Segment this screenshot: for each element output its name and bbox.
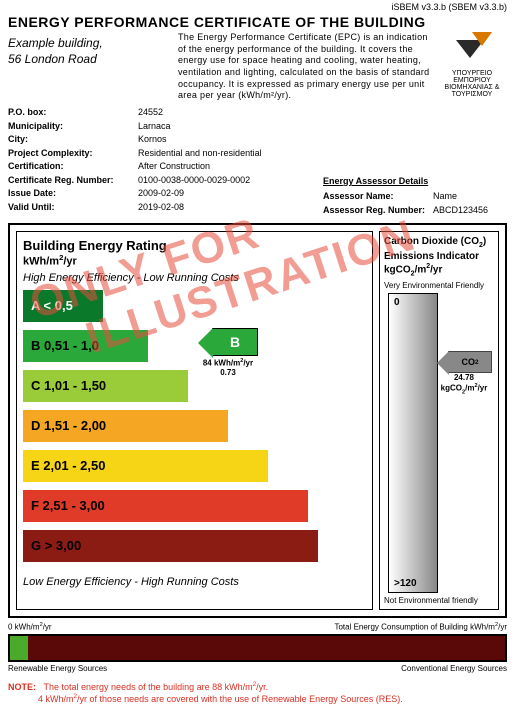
co2-high-label: Very Environmental Friendly (384, 281, 494, 290)
bar-a: A < 0,5 (23, 290, 103, 322)
epc-description: The Energy Performance Certificate (EPC)… (178, 32, 437, 102)
version-text: iSBEM v3.3.b (SBEM v3.3.b) (391, 2, 507, 12)
address-line2: 56 London Road (8, 52, 178, 68)
energy-top-left: 0 kWh/m2/yr (8, 622, 52, 632)
address-block: Example building, 56 London Road (8, 32, 178, 102)
value-city: Kornos (138, 133, 167, 147)
value-assessor-name: Name (433, 190, 457, 204)
energy-section: 0 kWh/m2/yr Total Energy Consumption of … (8, 622, 507, 673)
value-assessor-reg: ABCD123456 (433, 204, 488, 218)
co2-arrow: CO2 24.78kgCO2/m2/yr (436, 351, 492, 395)
note-label: NOTE: (8, 682, 36, 692)
value-issue: 2009-02-09 (138, 187, 184, 201)
rating-column: Building Energy Rating kWh/m2/yr High En… (16, 231, 373, 610)
rating-arrow-shape: B (212, 328, 258, 356)
value-certification: After Construction (138, 160, 210, 174)
bar-c: C 1,01 - 1,50 (23, 370, 188, 402)
value-valid: 2019-02-08 (138, 201, 184, 215)
co2-gradient-bar (388, 293, 438, 593)
ministry-logo: ΥΠΟΥΡΓΕΙΟ ΕΜΠΟΡΙΟΥ ΒΙΟΜΗΧΑΝΙΑΣ & ΤΟΥΡΙΣΜ… (437, 32, 507, 102)
label-assessor-name: Assessor Name: (323, 190, 433, 204)
label-valid: Valid Until: (8, 201, 138, 215)
assessor-header: Energy Assessor Details (323, 176, 507, 186)
logo-text: ΥΠΟΥΡΓΕΙΟ ΕΜΠΟΡΙΟΥ ΒΙΟΜΗΧΑΝΙΑΣ & ΤΟΥΡΙΣΜ… (437, 70, 507, 98)
rating-arrow: B 84 kWh/m2/yr0.73 (198, 328, 258, 378)
rating-low-label: Low Energy Efficiency - High Running Cos… (23, 576, 366, 588)
bar-g: G > 3,00 (23, 530, 318, 562)
value-cert-reg: 0100-0038-0000-0029-0002 (138, 174, 250, 188)
label-issue: Issue Date: (8, 187, 138, 201)
value-complexity: Residential and non-residential (138, 147, 262, 161)
rating-high-label: High Energy Efficiency - Low Running Cos… (23, 272, 366, 284)
note-line1: The total energy needs of the building a… (39, 682, 269, 692)
info-left: P.O. box:24552 Municipality:Larnaca City… (8, 106, 323, 217)
energy-renewable-bar (10, 636, 28, 660)
bar-b: B 0,51 - 1,0 (23, 330, 148, 362)
co2-max: >120 (394, 578, 417, 589)
label-city: City: (8, 133, 138, 147)
co2-low-label: Not Environmental friendly (384, 596, 494, 605)
label-assessor-reg: Assessor Reg. Number: (323, 204, 433, 218)
energy-bar (8, 634, 507, 662)
header-row: Example building, 56 London Road The Ene… (0, 32, 515, 102)
label-municipality: Municipality: (8, 120, 138, 134)
rating-unit: kWh/m2/yr (23, 253, 366, 268)
label-certification: Certification: (8, 160, 138, 174)
bar-e: E 2,01 - 2,50 (23, 450, 268, 482)
co2-zero: 0 (394, 297, 400, 308)
info-right: Energy Assessor Details Assessor Name:Na… (323, 106, 507, 217)
address-line1: Example building, (8, 36, 178, 52)
label-complexity: Project Complexity: (8, 147, 138, 161)
rating-bars: A < 0,5 B 0,51 - 1,0 C 1,01 - 1,50 D 1,5… (23, 290, 366, 570)
note-block: NOTE: The total energy needs of the buil… (8, 681, 507, 706)
value-municipality: Larnaca (138, 120, 171, 134)
co2-arrow-value: 24.78kgCO2/m2/yr (436, 374, 492, 395)
energy-bottom-left: Renewable Energy Sources (8, 664, 107, 673)
bar-d: D 1,51 - 2,00 (23, 410, 228, 442)
label-pobox: P.O. box: (8, 106, 138, 120)
energy-bottom-right: Conventional Energy Sources (401, 664, 507, 673)
logo-icon (452, 32, 492, 68)
co2-bar-wrap: 0 >120 CO2 24.78kgCO2/m2/yr (384, 293, 494, 593)
co2-column: Carbon Dioxide (CO2) Emissions Indicator… (379, 231, 499, 610)
bar-f: F 2,51 - 3,00 (23, 490, 308, 522)
co2-arrow-shape: CO2 (448, 351, 492, 373)
value-pobox: 24552 (138, 106, 163, 120)
co2-title: Carbon Dioxide (CO2) Emissions Indicator… (384, 236, 494, 278)
label-cert-reg: Certificate Reg. Number: (8, 174, 138, 188)
note-line2: 4 kWh/m2/yr of those needs are covered w… (38, 694, 403, 704)
energy-top-right: Total Energy Consumption of Building kWh… (334, 622, 507, 632)
rating-title: Building Energy Rating (23, 238, 366, 253)
rating-arrow-value: 84 kWh/m2/yr0.73 (198, 358, 258, 378)
info-grid: P.O. box:24552 Municipality:Larnaca City… (0, 102, 515, 217)
main-rating-box: Building Energy Rating kWh/m2/yr High En… (8, 223, 507, 618)
